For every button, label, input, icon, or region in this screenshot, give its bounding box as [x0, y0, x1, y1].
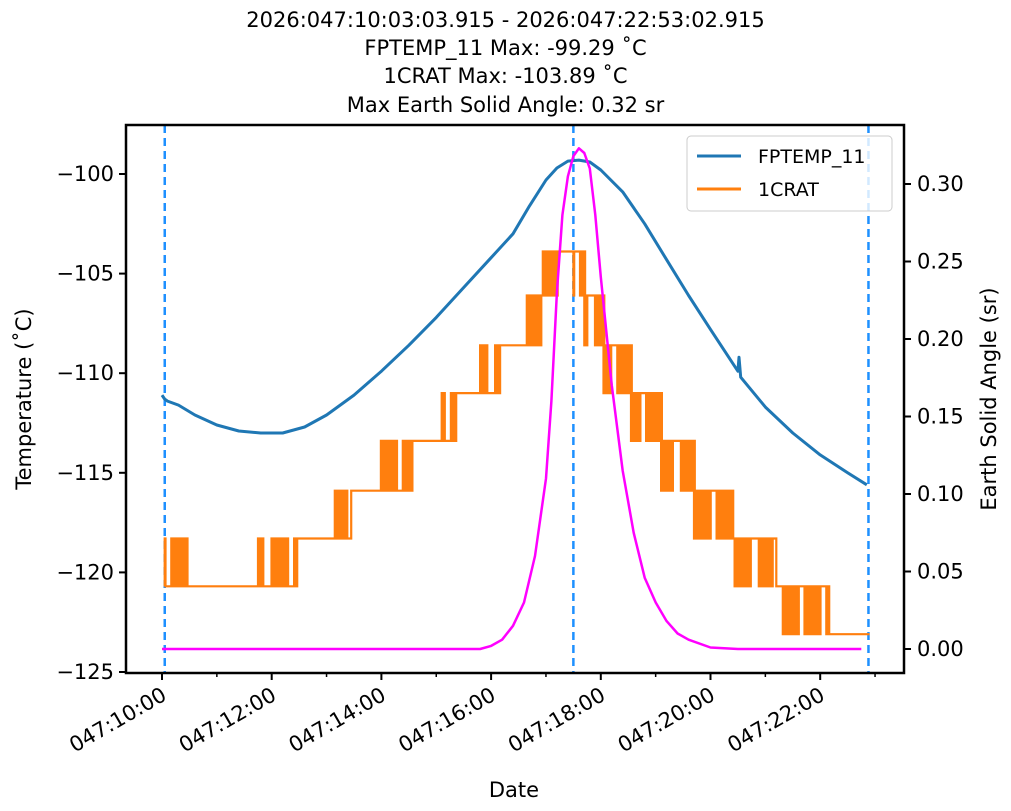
- y2-tick-label: 0.20: [917, 327, 964, 351]
- plot-frame: [124, 123, 906, 675]
- x-tick-label: 047:16:00: [394, 683, 499, 758]
- series-earth-solid-angle-line: [162, 147, 862, 651]
- legend: FPTEMP_11 1CRAT: [686, 135, 893, 212]
- y2-tick-label: 0.05: [917, 560, 964, 584]
- series-1crat-line: [163, 250, 870, 636]
- series-fptemp-line: [160, 158, 868, 487]
- series-layer: [160, 147, 870, 651]
- legend-label-fptemp: FPTEMP_11: [758, 146, 866, 168]
- y-tick-label: −105: [56, 262, 114, 286]
- chart-title-line-2: FPTEMP_11 Max: -99.29 ˚C: [364, 36, 647, 60]
- y-axis-right: 0.30 0.25 0.20 0.15 0.10 0.05 0.00: [904, 172, 964, 661]
- x-tick-label: 047:12:00: [175, 683, 280, 758]
- y-tick-label: −110: [56, 361, 114, 385]
- y2-tick-label: 0.00: [917, 637, 964, 661]
- y-tick-label: −115: [56, 461, 114, 485]
- chart-title-line-3: 1CRAT Max: -103.89 ˚C: [383, 64, 628, 88]
- chart-title-line-4: Max Earth Solid Angle: 0.32 sr: [346, 93, 665, 117]
- y-tick-label: −125: [56, 660, 114, 684]
- x-tick-label: 047:18:00: [504, 683, 609, 758]
- x-tick-label: 047:20:00: [614, 683, 719, 758]
- y2-tick-label: 0.30: [917, 172, 964, 196]
- y-axis-label: Temperature (˚C): [12, 308, 36, 490]
- chart-title-line-1: 2026:047:10:03:03.915 - 2026:047:22:53:0…: [246, 8, 765, 32]
- y2-tick-label: 0.10: [917, 482, 964, 506]
- y-axis-left: −100 −105 −110 −115 −120 −125: [56, 162, 126, 684]
- x-axis: 047:10:00 047:12:00 047:14:00 047:16:00 047:…: [65, 673, 876, 758]
- y2-tick-label: 0.15: [917, 405, 964, 429]
- y2-tick-label: 0.25: [917, 250, 964, 274]
- y-tick-label: −120: [56, 560, 114, 584]
- x-tick-label: 047:14:00: [285, 683, 390, 758]
- y2-axis-label: Earth Solid Angle (sr): [977, 287, 1001, 510]
- x-tick-label: 047:10:00: [65, 683, 170, 758]
- y-tick-label: −100: [56, 162, 114, 186]
- x-axis-label: Date: [489, 778, 539, 802]
- x-tick-label: 047:22:00: [723, 683, 828, 758]
- legend-label-1crat: 1CRAT: [758, 179, 819, 201]
